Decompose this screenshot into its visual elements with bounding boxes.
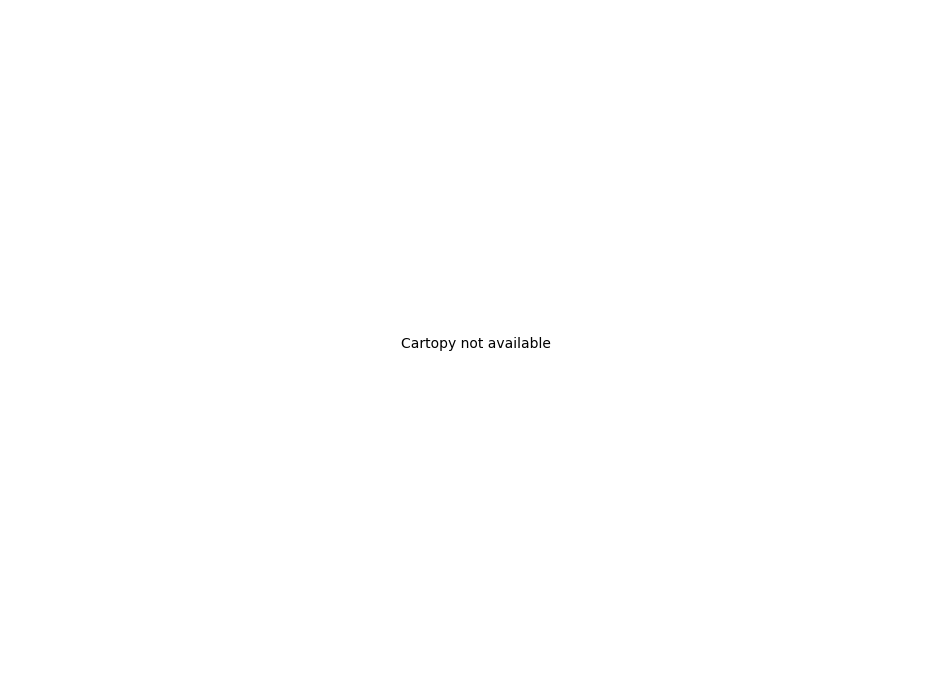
Text: Cartopy not available: Cartopy not available <box>401 337 550 351</box>
